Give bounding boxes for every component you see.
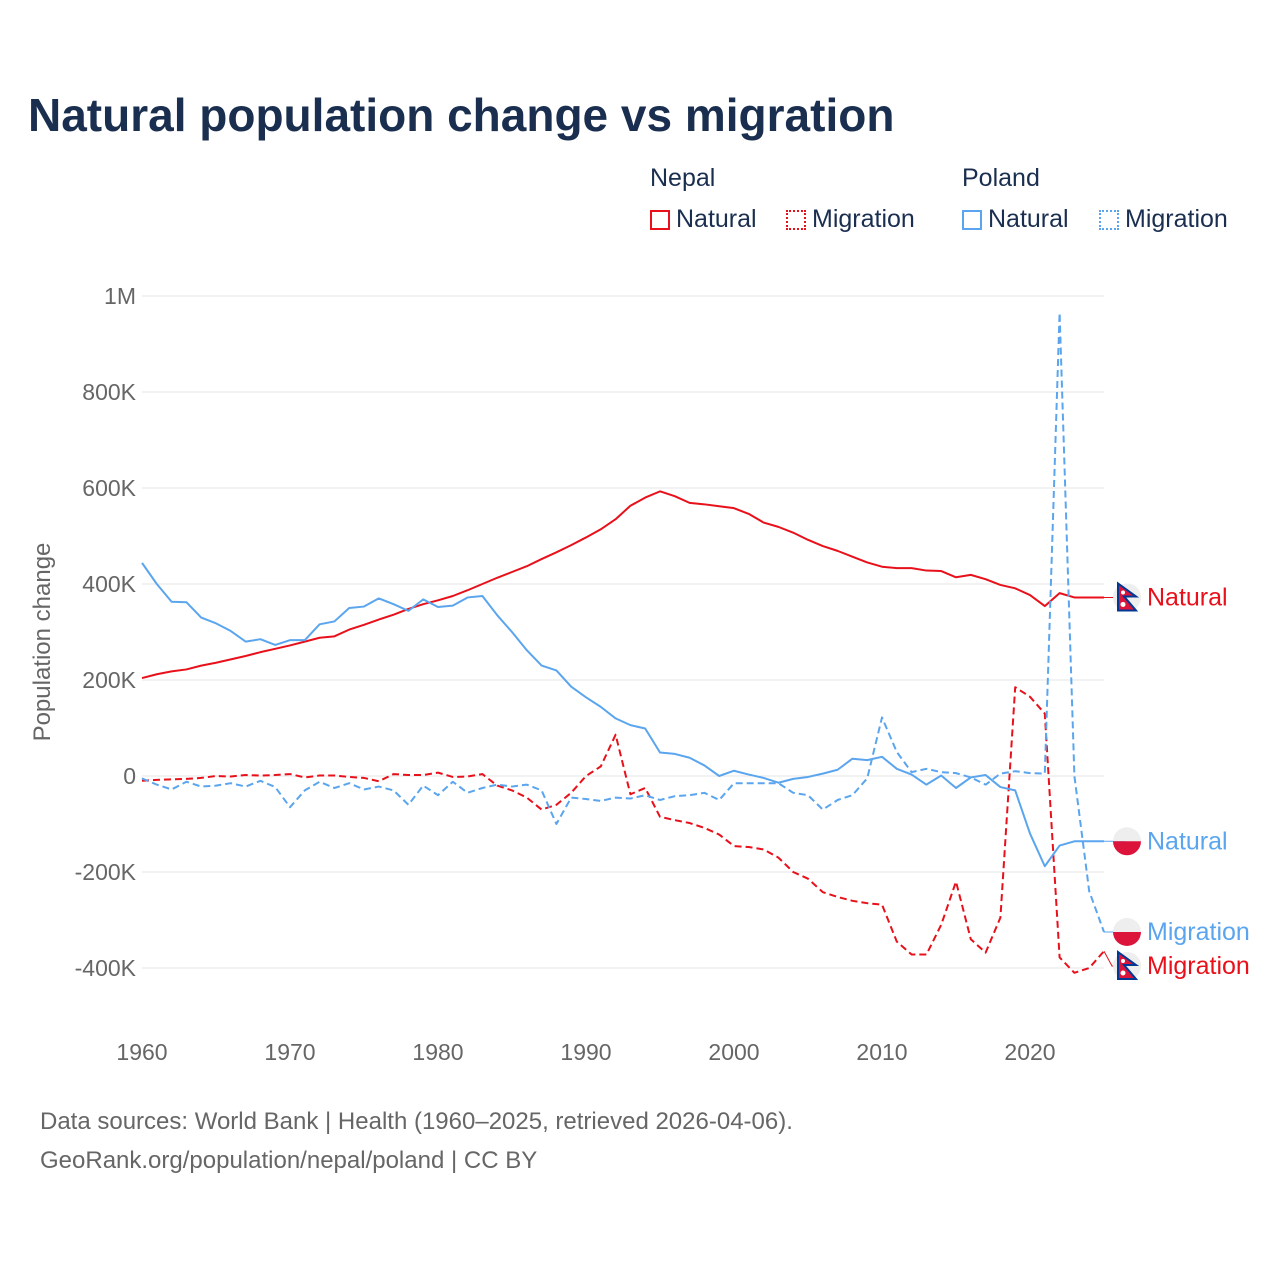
y-tick-label: 400K bbox=[82, 571, 136, 597]
end-label-poland-migration: Migration bbox=[1147, 918, 1250, 946]
legend-item-poland-natural[interactable]: Natural bbox=[962, 205, 1069, 234]
x-tick-label: 2000 bbox=[708, 1039, 759, 1065]
x-tick-label: 1970 bbox=[264, 1039, 315, 1065]
flag-moon bbox=[1121, 959, 1125, 963]
footer-credit: GeoRank.org/population/nepal/poland | CC… bbox=[40, 1147, 538, 1174]
legend-item-nepal-migration[interactable]: Migration bbox=[786, 205, 915, 234]
flag-white-half bbox=[1113, 827, 1141, 842]
flag-poland-icon bbox=[1113, 827, 1141, 856]
legend-swatch-dotted-icon bbox=[1099, 209, 1119, 230]
flag-moon bbox=[1121, 590, 1125, 595]
flag-sun bbox=[1120, 601, 1126, 607]
legend-swatch-solid-icon bbox=[650, 209, 670, 230]
end-label-nepal-migration: Migration bbox=[1147, 952, 1250, 980]
series-line-poland-migration bbox=[141, 311, 1105, 933]
flag-white-half bbox=[1113, 918, 1141, 932]
end-label-poland-natural: Natural bbox=[1147, 827, 1228, 855]
y-tick-label: -200K bbox=[75, 859, 137, 885]
legend-label: Natural bbox=[988, 205, 1069, 233]
flag-nepal-icon bbox=[1113, 950, 1141, 980]
flag-sun bbox=[1120, 970, 1126, 976]
end-label-nepal-natural: Natural bbox=[1147, 583, 1228, 611]
legend-label: Migration bbox=[812, 205, 915, 233]
x-tick-label: 2020 bbox=[1004, 1039, 1055, 1065]
legend-swatch-dotted-icon bbox=[786, 209, 806, 230]
x-tick-label: 1990 bbox=[560, 1039, 611, 1065]
series-line-poland-natural bbox=[141, 562, 1104, 868]
series-line-nepal-migration bbox=[141, 686, 1105, 974]
y-tick-label: -400K bbox=[75, 955, 137, 981]
flag-red-half bbox=[1113, 841, 1141, 856]
legend-item-poland-migration[interactable]: Migration bbox=[1099, 205, 1228, 234]
footer-sources: Data sources: World Bank | Health (1960–… bbox=[40, 1108, 793, 1135]
legend-group-nepal: Nepal bbox=[650, 164, 716, 192]
x-tick-label: 2010 bbox=[856, 1039, 907, 1065]
legend-group-poland: Poland bbox=[962, 164, 1040, 192]
x-tick-label: 1980 bbox=[412, 1039, 463, 1065]
y-tick-label: 0 bbox=[123, 763, 136, 789]
legend-label: Natural bbox=[676, 205, 757, 233]
y-tick-label: 1M bbox=[104, 283, 136, 309]
y-tick-label: 600K bbox=[82, 475, 136, 501]
x-tick-label: 1960 bbox=[116, 1039, 167, 1065]
legend-swatch-solid-icon bbox=[962, 209, 982, 230]
y-tick-label: 200K bbox=[82, 667, 136, 693]
y-tick-label: 800K bbox=[82, 379, 136, 405]
y-axis-label: Population change bbox=[29, 543, 56, 742]
series-line-nepal-natural bbox=[141, 490, 1104, 680]
legend-item-nepal-natural[interactable]: Natural bbox=[650, 205, 757, 234]
flag-poland-icon bbox=[1113, 918, 1141, 946]
flag-red-half bbox=[1113, 932, 1141, 946]
legend-label: Migration bbox=[1125, 205, 1228, 233]
flag-nepal-icon bbox=[1113, 581, 1141, 612]
chart-title: Natural population change vs migration bbox=[28, 89, 895, 141]
